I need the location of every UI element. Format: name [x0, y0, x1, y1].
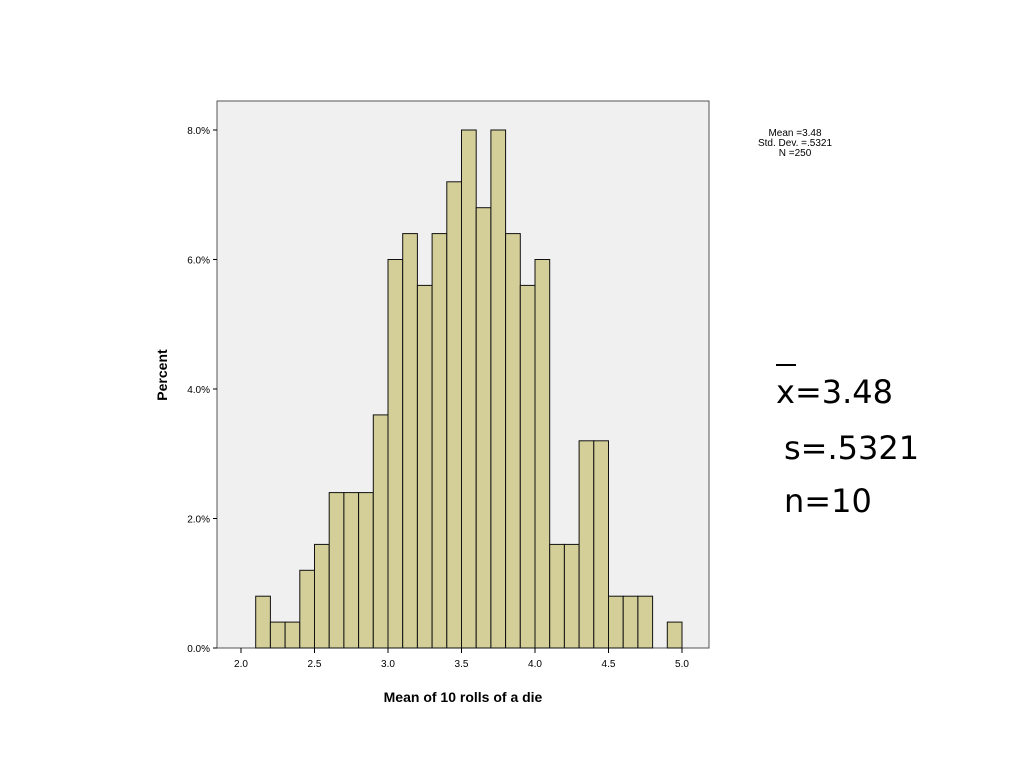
histogram-bar — [666, 621, 683, 649]
histogram-bar — [431, 233, 448, 649]
histogram-bar — [593, 440, 609, 649]
y-tick-label: 6.0% — [187, 256, 210, 267]
x-tick-label: 4.5 — [602, 659, 616, 670]
y-tick-label: 4.0% — [187, 385, 210, 396]
histogram-bar — [578, 440, 595, 649]
histogram-bar — [314, 543, 330, 649]
histogram-bar — [372, 414, 389, 649]
x-tick-label: 4.0 — [528, 659, 542, 670]
y-tick-label: 8.0% — [187, 126, 210, 137]
histogram-bar — [490, 129, 507, 649]
x-axis-label: Mean of 10 rolls of a die — [384, 689, 543, 705]
annotation-sd: s=.5321 — [784, 429, 920, 467]
histogram-bar — [328, 492, 345, 649]
x-tick-label: 3.0 — [381, 659, 395, 670]
y-tick-label: 0.0% — [187, 644, 210, 655]
stats-sd: Std. Dev. =.5321 — [757, 138, 833, 149]
annotation-mean: x=3.48 — [776, 373, 893, 411]
histogram-bar — [255, 595, 271, 649]
histogram-bar — [416, 284, 433, 649]
histogram-bar — [519, 284, 536, 649]
histogram-bar — [299, 569, 315, 649]
histogram-bar — [622, 595, 639, 649]
histogram-bar — [608, 595, 624, 649]
histogram-bar — [461, 129, 477, 649]
histogram-bar — [446, 181, 462, 649]
histogram-bar — [637, 595, 654, 649]
y-axis-label: Percent — [154, 349, 170, 401]
histogram-bar — [402, 233, 418, 649]
histogram-bar — [343, 492, 360, 649]
x-tick-label: 2.5 — [308, 659, 322, 670]
histogram-bar — [358, 492, 374, 649]
y-tick-label: 2.0% — [187, 515, 210, 526]
stats-mean: Mean =3.48 — [768, 128, 822, 139]
histogram-bar — [549, 543, 565, 649]
x-tick-label: 2.0 — [234, 659, 248, 670]
stats-box: Mean =3.48 Std. Dev. =.5321 N =250 — [720, 129, 870, 159]
x-tick-label: 3.5 — [455, 659, 469, 670]
histogram-bar — [269, 621, 286, 649]
histogram-bar — [534, 259, 551, 649]
histogram-bar — [563, 543, 580, 649]
stats-n: N =250 — [778, 148, 812, 159]
x-tick-label: 5.0 — [675, 659, 689, 670]
histogram-bar — [387, 259, 404, 649]
histogram-bar — [475, 207, 492, 649]
histogram-bar — [505, 233, 521, 649]
xbar-overline — [776, 364, 796, 366]
annotation-n: n=10 — [784, 482, 872, 520]
histogram-bar — [284, 621, 301, 649]
